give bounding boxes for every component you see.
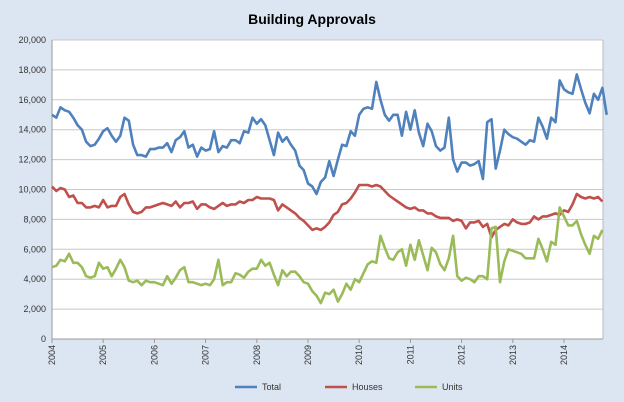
y-tick-label: 2,000 <box>23 304 46 314</box>
x-tick-label: 2005 <box>98 345 108 365</box>
x-tick-label: 2010 <box>354 345 364 365</box>
series-line-units <box>51 206 604 305</box>
legend: Total Houses Units <box>235 382 463 392</box>
x-tick-label: 2011 <box>405 345 415 364</box>
chart-title: Building Approvals <box>248 11 376 27</box>
series-line-houses <box>51 183 604 239</box>
y-tick-label: 14,000 <box>18 125 46 135</box>
y-tick-label: 20,000 <box>18 35 46 45</box>
y-tick-label: 0 <box>41 334 46 344</box>
legend-label: Units <box>442 382 463 392</box>
series-line-total <box>51 73 608 196</box>
x-tick-label: 2004 <box>47 345 57 365</box>
y-tick-label: 18,000 <box>18 65 46 75</box>
legend-label: Total <box>262 382 281 392</box>
legend-item-units: Units <box>415 382 463 392</box>
x-tick-label: 2012 <box>457 345 467 365</box>
y-tick-label: 6,000 <box>23 244 46 254</box>
legend-item-houses: Houses <box>325 382 383 392</box>
x-tick-label: 2007 <box>201 345 211 365</box>
y-tick-label: 10,000 <box>18 185 46 195</box>
x-axis-ticks: 2004 2005 2006 2007 2008 2009 2010 2011 2012 2013… <box>47 339 569 365</box>
x-tick-label: 2013 <box>508 345 518 365</box>
legend-item-total: Total <box>235 382 281 392</box>
y-axis-ticks: 0 2,000 4,000 6,000 8,000 10,000 12,000 14,000 1… <box>18 35 46 344</box>
x-tick-label: 2009 <box>303 345 313 365</box>
series-lines <box>51 73 608 305</box>
y-tick-label: 8,000 <box>23 214 46 224</box>
gridlines <box>51 39 604 340</box>
y-tick-label: 16,000 <box>18 95 46 105</box>
x-tick-label: 2008 <box>252 345 262 365</box>
y-tick-label: 4,000 <box>23 274 46 284</box>
legend-label: Houses <box>352 382 383 392</box>
y-tick-label: 12,000 <box>18 155 46 165</box>
x-tick-label: 2006 <box>149 345 159 365</box>
x-tick-label: 2014 <box>559 345 569 365</box>
